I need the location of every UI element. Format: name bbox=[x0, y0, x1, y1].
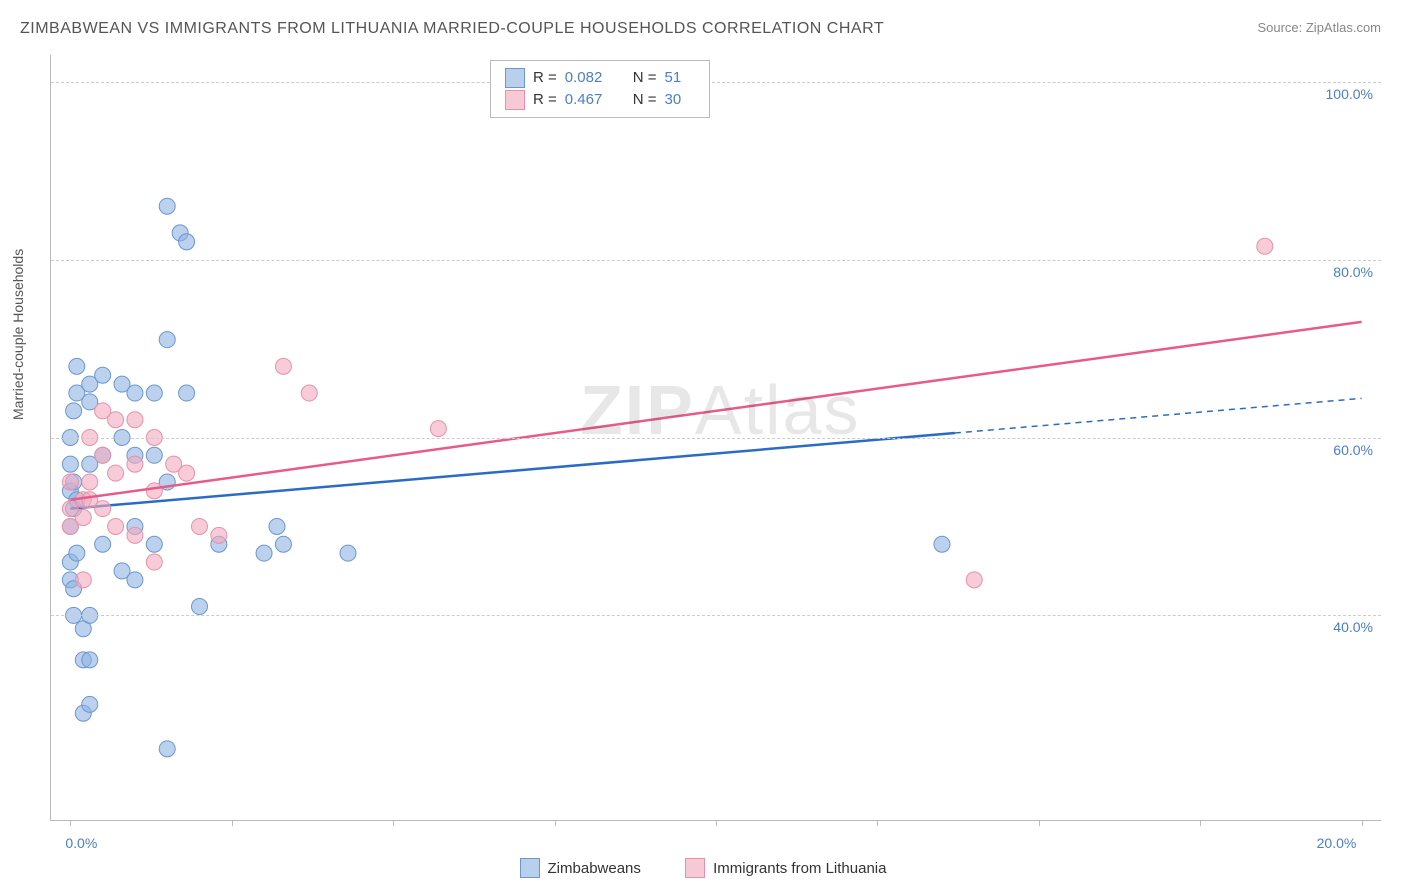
data-point bbox=[146, 447, 162, 463]
gridline bbox=[51, 82, 1381, 83]
data-point bbox=[95, 447, 111, 463]
chart-title: ZIMBABWEAN VS IMMIGRANTS FROM LITHUANIA … bbox=[20, 20, 884, 38]
data-point bbox=[108, 412, 124, 428]
data-point bbox=[191, 599, 207, 615]
trend-line bbox=[70, 433, 955, 509]
legend-item-zimbabweans: Zimbabweans bbox=[520, 858, 641, 878]
x-tick bbox=[877, 820, 878, 826]
data-point bbox=[275, 358, 291, 374]
x-tick bbox=[70, 820, 71, 826]
data-point bbox=[934, 536, 950, 552]
data-point bbox=[75, 510, 91, 526]
data-point bbox=[146, 536, 162, 552]
data-point bbox=[146, 385, 162, 401]
gridline bbox=[51, 438, 1381, 439]
data-point bbox=[82, 696, 98, 712]
data-point bbox=[69, 358, 85, 374]
data-point bbox=[127, 456, 143, 472]
y-tick-label: 80.0% bbox=[1333, 264, 1373, 280]
data-point bbox=[82, 474, 98, 490]
x-tick bbox=[393, 820, 394, 826]
series-legend: Zimbabweans Immigrants from Lithuania bbox=[0, 858, 1406, 882]
data-point bbox=[108, 518, 124, 534]
data-point bbox=[179, 385, 195, 401]
n-value: 30 bbox=[665, 89, 695, 111]
x-tick-label: 20.0% bbox=[1317, 835, 1357, 851]
swatch-icon bbox=[520, 858, 540, 878]
x-tick bbox=[232, 820, 233, 826]
data-point bbox=[159, 741, 175, 757]
data-point bbox=[430, 421, 446, 437]
x-tick bbox=[716, 820, 717, 826]
data-point bbox=[95, 367, 111, 383]
legend-item-lithuania: Immigrants from Lithuania bbox=[685, 858, 886, 878]
data-point bbox=[179, 234, 195, 250]
data-point bbox=[1257, 238, 1273, 254]
swatch-icon bbox=[685, 858, 705, 878]
y-tick-label: 100.0% bbox=[1326, 86, 1373, 102]
data-point bbox=[108, 465, 124, 481]
data-point bbox=[95, 536, 111, 552]
correlation-legend: R = 0.082 N = 51 R = 0.467 N = 30 bbox=[490, 60, 710, 118]
data-point bbox=[340, 545, 356, 561]
data-point bbox=[301, 385, 317, 401]
data-point bbox=[146, 483, 162, 499]
data-point bbox=[127, 412, 143, 428]
x-tick bbox=[1362, 820, 1363, 826]
data-point bbox=[62, 474, 78, 490]
data-point bbox=[211, 527, 227, 543]
gridline bbox=[51, 615, 1381, 616]
data-point bbox=[127, 572, 143, 588]
data-point bbox=[159, 332, 175, 348]
y-tick-label: 40.0% bbox=[1333, 619, 1373, 635]
gridline bbox=[51, 260, 1381, 261]
data-point bbox=[269, 518, 285, 534]
r-value: 0.082 bbox=[565, 67, 615, 89]
data-point bbox=[127, 527, 143, 543]
r-value: 0.467 bbox=[565, 89, 615, 111]
data-point bbox=[146, 554, 162, 570]
data-point bbox=[82, 652, 98, 668]
x-tick-label: 0.0% bbox=[65, 835, 97, 851]
n-value: 51 bbox=[665, 67, 695, 89]
x-tick bbox=[1039, 820, 1040, 826]
data-point bbox=[159, 198, 175, 214]
data-point bbox=[75, 572, 91, 588]
data-point bbox=[95, 501, 111, 517]
legend-label: Zimbabweans bbox=[548, 860, 641, 877]
y-axis-label: Married-couple Households bbox=[10, 249, 26, 420]
data-point bbox=[69, 545, 85, 561]
data-point bbox=[62, 456, 78, 472]
source-label: Source: ZipAtlas.com bbox=[1257, 20, 1381, 35]
data-point bbox=[66, 403, 82, 419]
trend-line bbox=[70, 322, 1361, 500]
chart-plot-area: 40.0%60.0%80.0%100.0%0.0%20.0% bbox=[50, 55, 1381, 821]
trend-line-extrapolated bbox=[955, 398, 1362, 433]
data-point bbox=[275, 536, 291, 552]
data-point bbox=[256, 545, 272, 561]
data-point bbox=[179, 465, 195, 481]
data-point bbox=[191, 518, 207, 534]
x-tick bbox=[1200, 820, 1201, 826]
data-point bbox=[127, 385, 143, 401]
x-tick bbox=[555, 820, 556, 826]
y-tick-label: 60.0% bbox=[1333, 442, 1373, 458]
swatch-icon bbox=[505, 90, 525, 110]
legend-row-lithuania: R = 0.467 N = 30 bbox=[505, 89, 695, 111]
data-point bbox=[966, 572, 982, 588]
swatch-icon bbox=[505, 68, 525, 88]
legend-label: Immigrants from Lithuania bbox=[713, 860, 886, 877]
legend-row-zimbabweans: R = 0.082 N = 51 bbox=[505, 67, 695, 89]
